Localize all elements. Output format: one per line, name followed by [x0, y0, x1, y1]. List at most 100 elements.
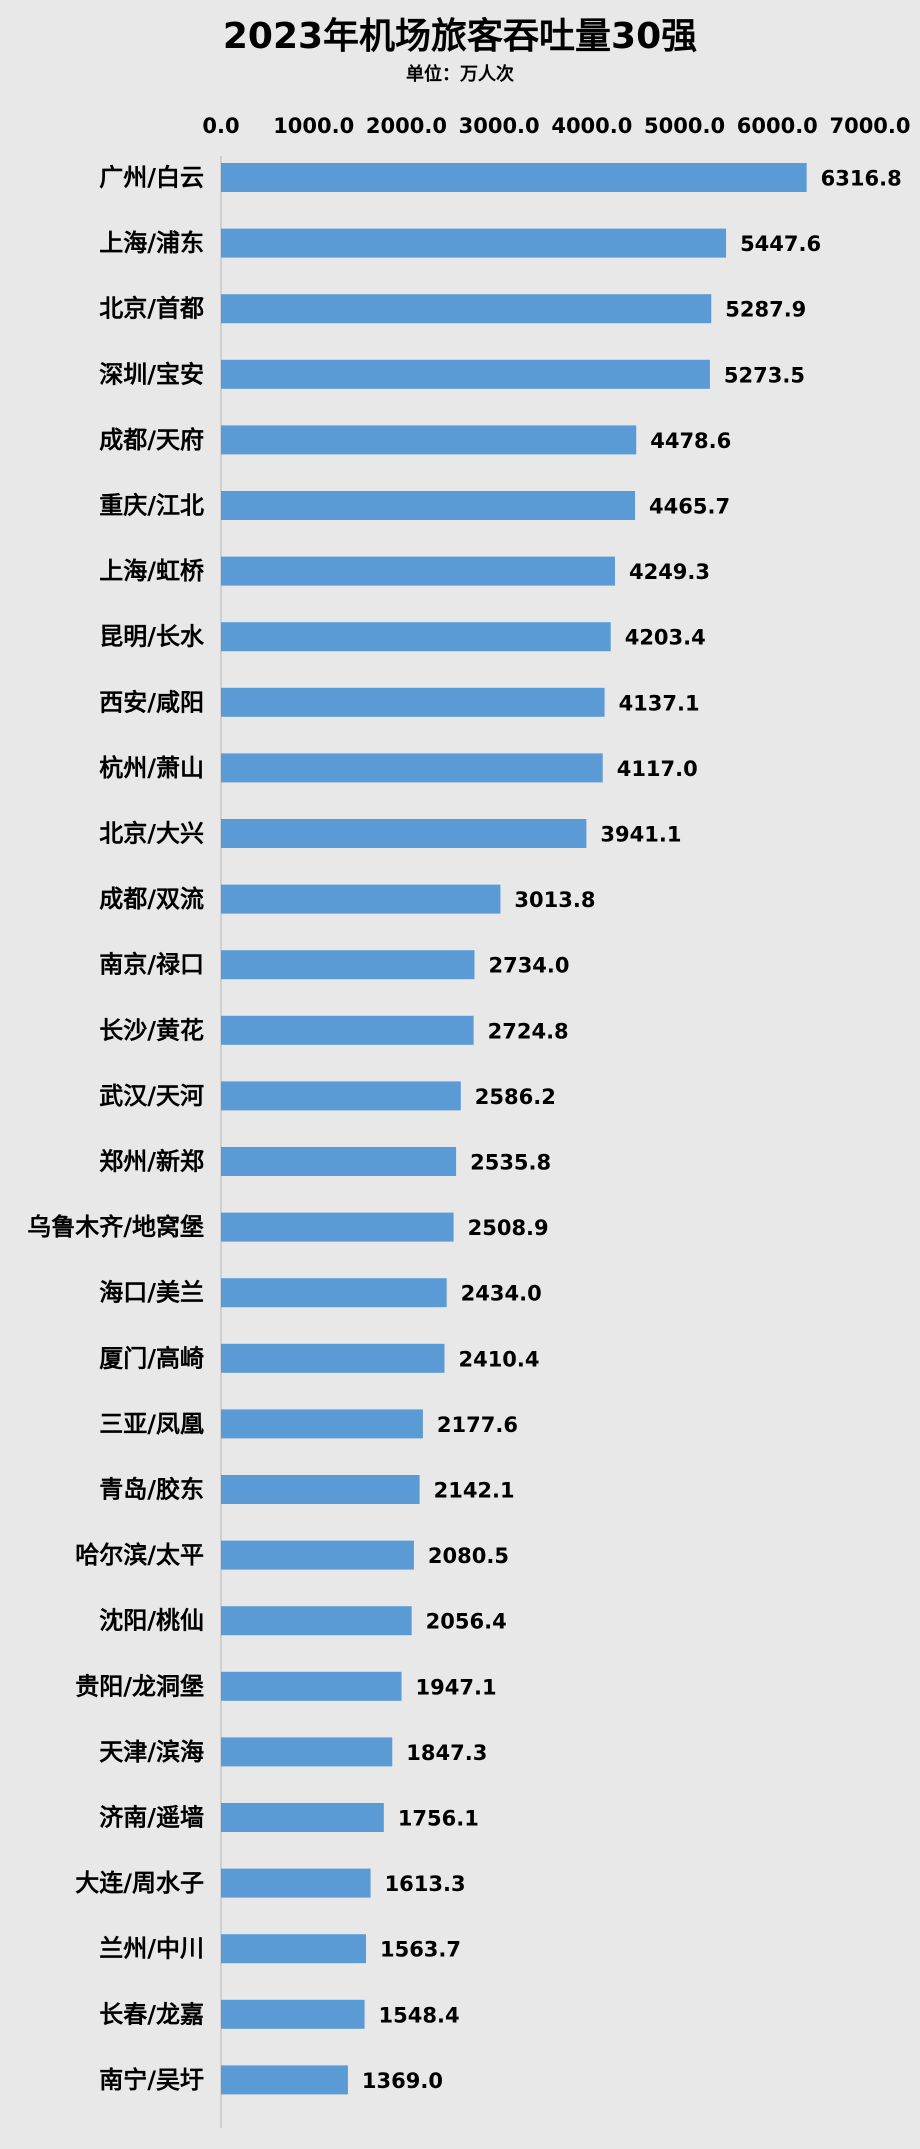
category-label: 三亚/凤凰 — [99, 1410, 204, 1438]
category-label: 深圳/宝安 — [99, 360, 204, 388]
category-label: 大连/周水子 — [75, 1869, 204, 1897]
bar — [221, 163, 807, 192]
category-label: 贵阳/龙洞堡 — [75, 1672, 204, 1700]
bar — [221, 2065, 348, 2095]
category-label: 乌鲁木齐/地窝堡 — [27, 1213, 204, 1241]
x-axis-ticks: 0.0 1000.0 2000.0 3000.0 4000.0 5000.0 6000.0 7… — [202, 114, 910, 138]
data-label: 1847.3 — [406, 1741, 487, 1765]
category-label: 南京/禄口 — [99, 951, 204, 979]
data-label: 1369.0 — [362, 2069, 443, 2093]
bar — [221, 294, 712, 324]
bar — [221, 884, 501, 914]
x-tick-label: 4000.0 — [551, 114, 632, 138]
category-label: 青岛/胶东 — [99, 1476, 204, 1504]
bar — [221, 819, 587, 848]
data-label: 2508.9 — [468, 1216, 549, 1240]
data-label: 2080.5 — [428, 1544, 509, 1568]
data-label: 2586.2 — [475, 1085, 556, 1109]
category-label: 兰州/中川 — [99, 1935, 204, 1963]
data-label: 3941.1 — [600, 823, 681, 847]
bar — [221, 1278, 447, 1308]
bar — [221, 1934, 366, 1964]
bar — [221, 1606, 412, 1636]
data-label: 2142.1 — [434, 1479, 515, 1503]
category-label: 武汉/天河 — [99, 1082, 204, 1110]
data-label: 2734.0 — [488, 954, 569, 978]
category-label: 天津/滨海 — [99, 1738, 204, 1766]
category-label: 上海/虹桥 — [99, 557, 205, 585]
data-label: 4249.3 — [629, 560, 710, 584]
category-label: 北京/大兴 — [99, 820, 204, 848]
bar — [221, 556, 615, 586]
data-label: 1548.4 — [379, 2003, 460, 2027]
category-label: 重庆/江北 — [99, 492, 204, 520]
x-tick-label: 2000.0 — [366, 114, 447, 138]
bar — [221, 1409, 423, 1439]
bar — [221, 1081, 461, 1111]
category-label: 昆明/长水 — [99, 623, 205, 651]
data-label: 5447.6 — [740, 232, 821, 256]
data-label: 1613.3 — [385, 1872, 466, 1896]
category-label: 哈尔滨/太平 — [75, 1541, 204, 1569]
x-tick-label: 7000.0 — [829, 114, 910, 138]
category-labels: 广州/白云上海/浦东北京/首都深圳/宝安成都/天府重庆/江北上海/虹桥昆明/长水… — [27, 164, 205, 2094]
category-label: 成都/天府 — [99, 426, 204, 454]
data-label: 4478.6 — [650, 429, 731, 453]
data-label: 4203.4 — [625, 626, 706, 650]
bar — [221, 1737, 393, 1767]
bar — [221, 1803, 384, 1832]
bar — [221, 1212, 454, 1242]
data-label: 2410.4 — [458, 1347, 539, 1371]
data-label: 6316.8 — [821, 167, 902, 191]
x-tick-label: 5000.0 — [644, 114, 725, 138]
bar — [221, 622, 611, 652]
bar — [221, 1147, 457, 1176]
data-label: 5273.5 — [724, 363, 805, 387]
bar — [221, 491, 636, 520]
chart-subtitle: 单位：万人次 — [406, 63, 514, 85]
bars-group — [221, 163, 807, 2095]
data-label: 4117.0 — [617, 757, 698, 781]
category-label: 沈阳/桃仙 — [99, 1607, 204, 1635]
data-label: 1947.1 — [416, 1675, 497, 1699]
bar — [221, 1475, 420, 1504]
bar — [221, 228, 727, 258]
x-tick-label: 1000.0 — [273, 114, 354, 138]
data-label: 1756.1 — [398, 1807, 479, 1831]
bar — [221, 359, 710, 389]
data-label: 2434.0 — [461, 1282, 542, 1306]
category-label: 南宁/吴圩 — [99, 2066, 204, 2094]
data-label: 1563.7 — [380, 1938, 461, 1962]
category-label: 上海/浦东 — [99, 229, 204, 257]
category-label: 厦门/高崎 — [99, 1344, 204, 1372]
data-label: 2724.8 — [488, 1019, 569, 1043]
bar — [221, 687, 605, 717]
data-label: 4137.1 — [619, 691, 700, 715]
data-label: 2177.6 — [437, 1413, 518, 1437]
category-label: 杭州/萧山 — [99, 754, 204, 782]
category-label: 济南/遥墙 — [99, 1804, 204, 1832]
data-label: 5287.9 — [725, 298, 806, 322]
category-label: 长沙/黄花 — [99, 1016, 204, 1044]
bar — [221, 1015, 474, 1045]
data-label: 2535.8 — [470, 1151, 551, 1175]
category-label: 海口/美兰 — [99, 1279, 204, 1307]
category-label: 广州/白云 — [99, 164, 204, 192]
data-labels: 6316.8 5447.6 5287.9 5273.5 4478.6 4465.7 4249… — [362, 167, 902, 2093]
bar — [221, 950, 475, 980]
bar — [221, 1671, 402, 1701]
x-tick-label: 3000.0 — [459, 114, 540, 138]
category-label: 郑州/新郑 — [99, 1148, 204, 1176]
x-tick-label: 6000.0 — [737, 114, 818, 138]
bar — [221, 1343, 445, 1373]
bar — [221, 425, 637, 455]
bar — [221, 1999, 365, 2029]
data-label: 3013.8 — [514, 888, 595, 912]
data-label: 4465.7 — [649, 495, 730, 519]
category-label: 北京/首都 — [99, 295, 204, 323]
category-label: 长春/龙嘉 — [99, 2000, 204, 2028]
x-tick-label: 0.0 — [202, 114, 239, 138]
category-label: 成都/双流 — [99, 885, 204, 913]
